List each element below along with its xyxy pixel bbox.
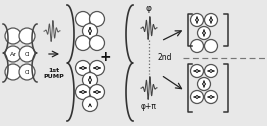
Circle shape xyxy=(19,64,35,80)
Circle shape xyxy=(5,46,21,62)
Text: φ+π: φ+π xyxy=(141,102,157,111)
Text: 1st
PUMP: 1st PUMP xyxy=(44,68,64,79)
Circle shape xyxy=(19,46,35,62)
Circle shape xyxy=(198,26,210,39)
Circle shape xyxy=(89,36,104,51)
Circle shape xyxy=(76,60,91,75)
Text: Cl: Cl xyxy=(24,52,30,56)
Text: φ: φ xyxy=(146,4,152,13)
Circle shape xyxy=(76,11,91,26)
Circle shape xyxy=(190,65,203,77)
Text: +: + xyxy=(99,50,111,64)
Circle shape xyxy=(5,28,21,44)
Circle shape xyxy=(205,39,218,53)
Text: 2nd: 2nd xyxy=(158,53,172,61)
Circle shape xyxy=(83,97,97,112)
Circle shape xyxy=(83,24,97,39)
Circle shape xyxy=(89,85,104,100)
Circle shape xyxy=(190,13,203,26)
Circle shape xyxy=(205,90,218,103)
Circle shape xyxy=(5,64,21,80)
Circle shape xyxy=(205,13,218,26)
Circle shape xyxy=(89,60,104,75)
Circle shape xyxy=(190,39,203,53)
Circle shape xyxy=(19,28,35,44)
Circle shape xyxy=(198,77,210,90)
Text: Ar: Ar xyxy=(10,52,17,56)
Circle shape xyxy=(76,85,91,100)
Circle shape xyxy=(83,72,97,87)
Circle shape xyxy=(190,90,203,103)
Circle shape xyxy=(89,11,104,26)
Text: Cl: Cl xyxy=(24,70,30,74)
Circle shape xyxy=(205,65,218,77)
Circle shape xyxy=(76,36,91,51)
